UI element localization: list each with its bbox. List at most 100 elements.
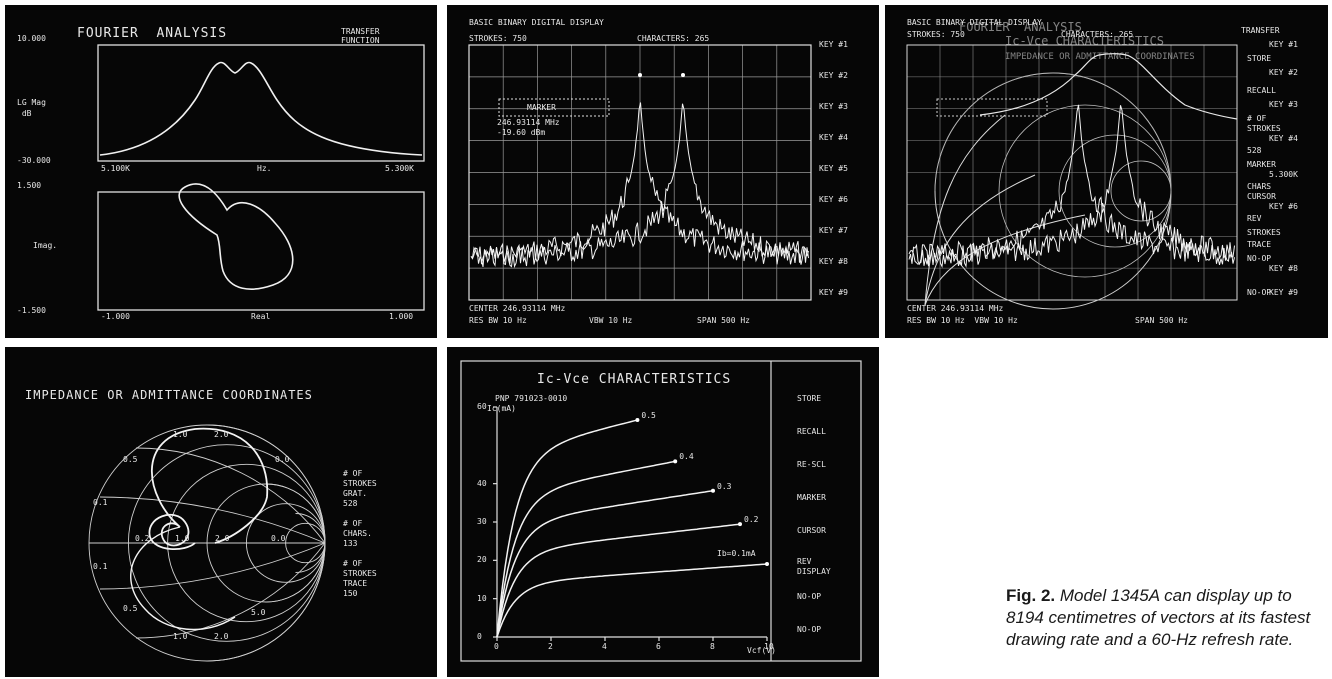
resolution-bandwidth: RES BW 10 Hz (469, 316, 527, 325)
spectrum-trace-1 (470, 102, 809, 266)
overlay-label-5: RECALL (1247, 86, 1276, 95)
menu-cursor[interactable]: CURSOR (797, 526, 826, 535)
softkey-2[interactable]: KEY #2 (819, 71, 848, 80)
softkey-9[interactable]: KEY #9 (819, 288, 848, 297)
overlay-label-10: 528 (1247, 146, 1262, 155)
menu-recall[interactable]: RECALL (797, 427, 826, 436)
y-tick-label: 20 (477, 555, 487, 565)
overlay-label-17: STROKES (1247, 228, 1281, 237)
panel-ic-vce-characteristics: Ic-Vce CHARACTERISTICS PNP 791023-0010 I… (447, 347, 879, 677)
y-tick-label: 60 (477, 402, 487, 411)
characters-count: CHARACTERS: 265 (637, 34, 710, 43)
bottom-y-min: -1.500 (17, 306, 46, 315)
softkey-1[interactable]: KEY #1 (819, 40, 848, 49)
menu-marker[interactable]: MARKER (797, 493, 826, 502)
x-tick-label: 4 (602, 642, 607, 651)
device-id: PNP 791023-0010 (495, 394, 568, 403)
transfer-function-curve (99, 61, 423, 156)
panel-fourier-analysis: FOURIER ANALYSIS TRANSFER FUNCTION 10.00… (5, 5, 437, 338)
overlay-label-19: NO-OP (1247, 254, 1272, 263)
smith-chart (88, 424, 326, 662)
overlay-label-15: KEY #6 (1269, 202, 1298, 211)
span-setting: SPAN 500 Hz (697, 316, 750, 325)
overlay-line2: STROKES: 750 (907, 30, 965, 39)
softkey-7[interactable]: KEY #7 (819, 226, 848, 235)
panel1-subtitle: TRANSFER FUNCTION (341, 27, 380, 45)
y-tick-label: 40 (477, 478, 487, 488)
top-y-min: -30.000 (17, 156, 51, 165)
overlay-title-icvce: Ic-Vce CHARACTERISTICS (1005, 34, 1164, 48)
bottom-x-left: -1.000 (101, 312, 130, 321)
overlay-label-11: MARKER (1247, 160, 1276, 169)
overlay-bottom-3: SPAN 500 Hz (1135, 316, 1188, 325)
overlay-label-12: 5.300K (1269, 170, 1298, 179)
spectrum-trace-2 (470, 103, 809, 269)
softkey-5[interactable]: KEY #5 (819, 164, 848, 173)
overlay-bottom-1: CENTER 246.93114 MHz (907, 304, 1004, 313)
smith-label-0-1-bottom: 0.1 (93, 562, 108, 571)
menu-rescale[interactable]: RE-SCL (797, 460, 826, 469)
smith-label-1-0-bottom: 1.0 (173, 632, 188, 641)
panel-spectrum-display: BASIC BINARY DIGITAL DISPLAY STROKES: 75… (447, 5, 879, 338)
overlay-label-9: KEY #4 (1269, 134, 1298, 143)
menu-no-op-1[interactable]: NO-OP (797, 592, 822, 601)
softkey-6[interactable]: KEY #6 (819, 195, 848, 204)
overlay-label-3: STORE (1247, 54, 1272, 63)
overlay-label-1: TRANSFER (1241, 26, 1280, 35)
smith-title: IMPEDANCE OR ADMITTANCE COORDINATES (25, 388, 313, 402)
overlay-label-13: CHARS (1247, 182, 1272, 191)
panel-smith-chart: IMPEDANCE OR ADMITTANCE COORDINATES 1.0 … (5, 347, 437, 677)
overlay-label-22: KEY #9 (1269, 288, 1298, 297)
smith-label-1-0-mid: 1.0 (175, 534, 190, 543)
bottom-x-right: 1.000 (389, 312, 414, 321)
bottom-y-label: Imag. (33, 241, 58, 250)
menu-no-op-2[interactable]: NO-OP (797, 625, 822, 634)
overlay-line3: CHARACTERS: 265 (1061, 30, 1134, 39)
caption-figure-number: Fig. 2. (1006, 586, 1056, 605)
bottom-x-mid: Real (251, 312, 271, 321)
smith-label-5-0: 5.0 (251, 608, 266, 617)
curve-label: 0.5 (641, 411, 656, 421)
overlay-label-7: # OF (1247, 114, 1267, 123)
overlay-title-impedance: IMPEDANCE OR ADMITTANCE COORDINATES (1005, 52, 1195, 62)
menu-rev-display[interactable]: REV DISPLAY (797, 557, 831, 576)
curve-label: 0.3 (717, 481, 732, 491)
softkey-3[interactable]: KEY #3 (819, 102, 848, 111)
top-x-mid: Hz. (257, 164, 272, 173)
overlay-label-18: TRACE (1247, 240, 1272, 249)
marker-label: MARKER (527, 103, 556, 112)
overlay-bottom-2: RES BW 10 Hz VBW 10 Hz (907, 316, 1018, 325)
smith-label-0-2: 0.2 (135, 534, 150, 543)
ib-curve (496, 523, 741, 638)
y-tick-label: 10 (477, 593, 487, 603)
overlay-label-20: KEY #8 (1269, 264, 1298, 273)
overlay-title-fourier: FOURIER ANALYSIS (959, 20, 1082, 34)
marker-frequency: 246.93114 MHz (497, 118, 560, 127)
curve-label: 0.2 (744, 515, 759, 525)
x-axis-label: Vcf(V) (747, 646, 776, 655)
softkey-4[interactable]: KEY #4 (819, 133, 848, 142)
menu-store[interactable]: STORE (797, 394, 822, 403)
top-x-left: 5.100K (101, 164, 130, 173)
spectrum-plot (468, 44, 812, 301)
x-tick-label: 6 (656, 642, 661, 651)
nyquist-curve (178, 183, 294, 290)
overlay-label-8: STROKES (1247, 124, 1281, 133)
caption-text: Model 1345A can display up to 8194 centi… (1006, 586, 1311, 649)
overlay-label-21: NO-OP (1247, 288, 1272, 297)
softkey-8[interactable]: KEY #8 (819, 257, 848, 266)
top-x-right: 5.300K (385, 164, 414, 173)
curve-label: Ib=0.1mA (717, 549, 756, 558)
overlay-label-14: CURSOR (1247, 192, 1276, 201)
top-y-max: 10.000 (17, 34, 46, 43)
y-tick-label: 0 (477, 632, 482, 641)
overlay-plot (906, 44, 1238, 310)
smith-label-2-0-top: 2.0 (214, 430, 229, 439)
smith-label-0-5-bottom: 0.5 (123, 604, 138, 613)
y-tick-label: 30 (477, 517, 487, 526)
smith-label-0-0-top: 0.0 (275, 455, 290, 464)
smith-stroke-stats: # OF STROKES GRAT. 528 # OF CHARS. 133 #… (343, 469, 377, 598)
bottom-y-max: 1.500 (17, 181, 42, 190)
smith-label-2-0-mid: 2.0 (215, 534, 230, 543)
ic-vce-plot (460, 360, 862, 662)
